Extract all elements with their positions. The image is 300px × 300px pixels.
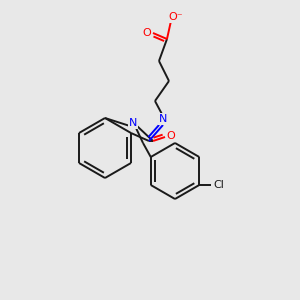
Text: Cl: Cl [214,180,225,190]
Text: O: O [167,131,176,141]
Text: O: O [142,28,152,38]
Text: N: N [159,114,167,124]
Text: O⁻: O⁻ [169,12,183,22]
Text: N: N [129,118,137,128]
